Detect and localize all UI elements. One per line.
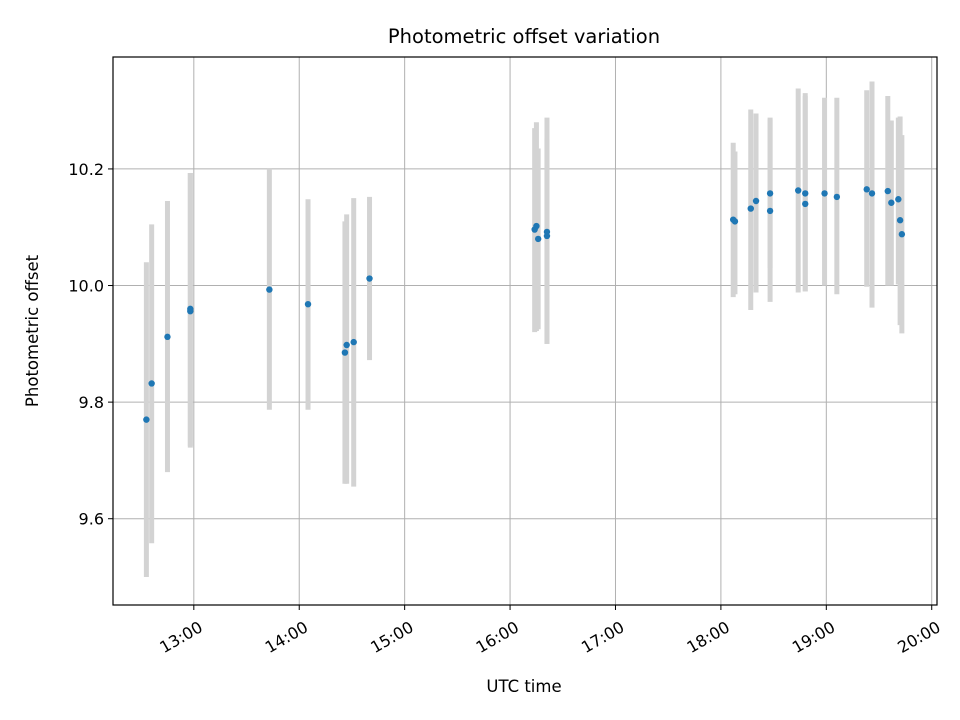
- data-point: [821, 190, 828, 197]
- data-point: [863, 186, 870, 193]
- data-point: [888, 199, 895, 206]
- y-tick-label: 10.2: [68, 160, 104, 179]
- data-point: [747, 205, 754, 212]
- y-tick-label: 9.8: [79, 393, 104, 412]
- x-axis-label: UTC time: [486, 677, 561, 696]
- data-point: [341, 349, 349, 356]
- data-point: [187, 305, 194, 313]
- plot-frame: [112, 56, 938, 606]
- data-point: [833, 193, 841, 201]
- data-point: [148, 380, 155, 387]
- data-point: [731, 218, 739, 225]
- data-points: [143, 186, 906, 423]
- data-point: [266, 286, 273, 293]
- data-point: [366, 275, 373, 282]
- chart-title: Photometric offset variation: [388, 25, 660, 48]
- data-point: [766, 190, 774, 197]
- y-axis-ticks: 9.6 9.8 10.0 10.2: [68, 160, 113, 529]
- data-point: [143, 416, 150, 423]
- data-point: [795, 187, 802, 194]
- data-point: [304, 300, 312, 308]
- y-tick-label: 10.0: [68, 277, 104, 296]
- data-point: [766, 207, 774, 215]
- data-point: [898, 231, 906, 238]
- data-point: [868, 190, 876, 197]
- data-point: [884, 187, 892, 195]
- data-point: [752, 197, 760, 205]
- data-point: [350, 338, 357, 346]
- data-point: [802, 190, 809, 197]
- data-point: [164, 333, 171, 341]
- data-point: [343, 341, 350, 349]
- y-tick-label: 9.6: [79, 510, 104, 529]
- data-point: [534, 235, 542, 243]
- data-point: [533, 222, 540, 230]
- data-point: [895, 196, 902, 203]
- data-point: [802, 200, 809, 208]
- data-point: [896, 217, 904, 224]
- y-axis-label: Photometric offset: [23, 254, 42, 407]
- data-point: [543, 232, 551, 240]
